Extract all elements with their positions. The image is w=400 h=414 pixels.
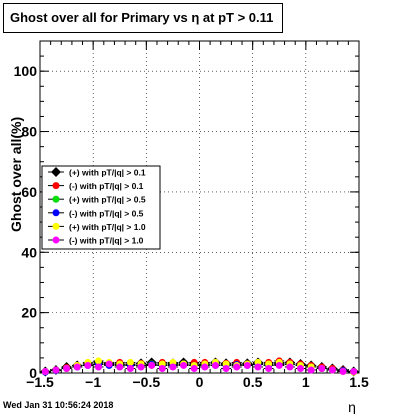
- x-tick-label: −1: [85, 374, 101, 390]
- data-point: [190, 364, 198, 372]
- x-tick-label: 0.5: [243, 374, 263, 390]
- grid-lines: [40, 41, 359, 373]
- data-point: [84, 361, 92, 369]
- data-point: [286, 363, 294, 371]
- legend: (+) with pT/|q| > 0.1 (-) with pT/|q| > 0…: [41, 165, 161, 250]
- legend-label: (+) with pT/|q| > 1.0: [69, 222, 146, 232]
- y-tick-label: 100: [14, 63, 38, 79]
- data-point: [148, 361, 156, 369]
- legend-box: [41, 165, 161, 250]
- y-tick-label: 60: [21, 184, 37, 200]
- axis-ticks: [39, 40, 360, 374]
- data-point: [94, 363, 102, 371]
- data-point: [339, 367, 347, 375]
- data-point: [105, 360, 113, 368]
- y-axis-label: Ghost over all(%): [8, 117, 24, 232]
- legend-marker: [52, 236, 60, 244]
- legend-label: (+) with pT/|q| > 0.1: [69, 168, 146, 178]
- legend-label: (-) with pT/|q| > 0.1: [69, 181, 144, 191]
- data-point: [94, 357, 102, 365]
- legend-label: (-) with pT/|q| > 0.5: [69, 208, 144, 218]
- legend-label: (-) with pT/|q| > 1.0: [69, 236, 144, 246]
- x-axis-label: η: [348, 399, 356, 414]
- timestamp: Wed Jan 31 10:56:24 2018: [3, 400, 114, 410]
- legend-label: (+) with pT/|q| > 0.5: [69, 195, 146, 205]
- data-point: [126, 358, 134, 366]
- y-tick-label: 40: [21, 244, 37, 260]
- legend-marker: [51, 167, 61, 177]
- x-tick-label: 1.5: [349, 374, 369, 390]
- data-point: [201, 363, 209, 371]
- data-point: [254, 363, 262, 371]
- data-point: [126, 364, 134, 372]
- legend-marker: [52, 222, 60, 230]
- data-point: [180, 361, 188, 369]
- data-point: [318, 364, 326, 372]
- data-point: [116, 363, 124, 371]
- data-point: [73, 363, 81, 371]
- data-point: [243, 361, 251, 369]
- legend-marker: [52, 195, 60, 203]
- data-point: [222, 364, 230, 372]
- tick-labels: −1.5 −1 −0.5 0 0.5 1 1.5 0 20 40 60 80 100: [14, 63, 369, 390]
- data-point: [169, 363, 177, 371]
- data-point: [265, 364, 273, 372]
- data-point: [307, 366, 315, 374]
- data-point: [233, 363, 241, 371]
- y-tick-label: 20: [21, 305, 37, 321]
- data-point: [211, 361, 219, 369]
- y-tick-label: 0: [29, 365, 37, 381]
- legend-marker: [52, 182, 60, 190]
- data-points: [40, 357, 359, 377]
- data-point: [297, 364, 305, 372]
- data-point: [158, 364, 166, 372]
- x-tick-label: 1: [302, 374, 310, 390]
- data-point: [137, 363, 145, 371]
- data-point: [63, 364, 71, 372]
- legend-marker: [52, 209, 60, 217]
- data-point: [275, 361, 283, 369]
- y-tick-label: 80: [21, 124, 37, 140]
- data-point: [52, 366, 60, 374]
- series-6: [40, 360, 359, 375]
- data-point: [41, 367, 49, 375]
- data-point: [350, 367, 358, 375]
- x-tick-label: −0.5: [133, 374, 161, 390]
- data-point: [328, 366, 336, 374]
- chart-title: Ghost over all for Primary vs η at pT > …: [3, 3, 283, 33]
- x-tick-label: 0: [196, 374, 204, 390]
- x-tick-label: −1.5: [26, 374, 54, 390]
